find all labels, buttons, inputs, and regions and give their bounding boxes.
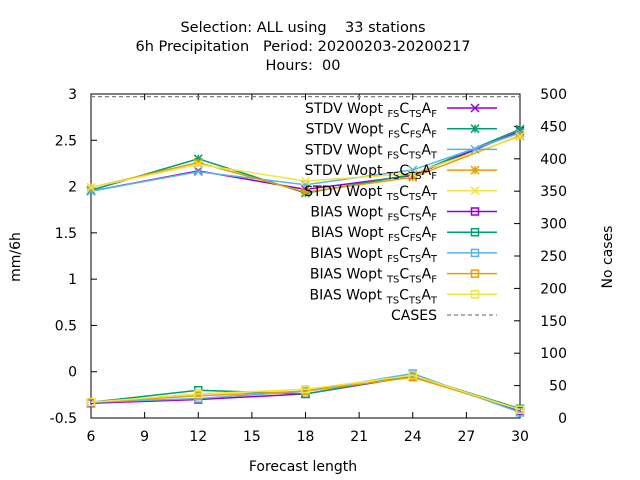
legend-label: BIAS Wopt TSCTSAT xyxy=(310,287,438,306)
x-tick-label: 30 xyxy=(511,429,529,445)
y-axis-label: mm/6h xyxy=(8,232,24,282)
x-tick-label: 24 xyxy=(404,429,422,445)
y-tick-label: 0.5 xyxy=(55,318,77,334)
x-tick-label: 9 xyxy=(140,429,149,445)
x-tick-label: 12 xyxy=(189,429,207,445)
legend-item-5: STDV Wopt TSCTSAT xyxy=(304,184,497,203)
legend-label: STDV Wopt FSCFSAF xyxy=(306,122,438,141)
legend-marker xyxy=(470,290,480,299)
data-point xyxy=(301,385,310,394)
legend-marker xyxy=(470,207,480,216)
series-line xyxy=(90,376,521,411)
legend-label: BIAS Wopt FSCTSAF xyxy=(310,205,437,224)
legend-label: STDV Wopt TSCTSAF xyxy=(305,163,438,182)
data-point xyxy=(408,371,417,380)
y2-tick-label: 200 xyxy=(540,281,567,297)
legend-marker xyxy=(470,227,480,237)
y2-tick-label: 0 xyxy=(558,411,567,427)
legend-label: STDV Wopt FSCTSAT xyxy=(305,142,438,161)
series-10 xyxy=(86,371,525,414)
legend-marker xyxy=(470,124,480,134)
title-line-3: Hours: 00 xyxy=(265,58,340,74)
y2-tick-label: 500 xyxy=(540,87,567,103)
legend-marker xyxy=(470,248,480,258)
data-point xyxy=(86,182,96,193)
legend-item-1: STDV Wopt FSCTSAF xyxy=(305,101,497,120)
y-tick-label: 2.5 xyxy=(55,133,77,149)
y2-tick-label: 350 xyxy=(540,184,567,200)
x-tick-label: 21 xyxy=(350,429,368,445)
y-tick-label: 1 xyxy=(68,272,77,288)
y2-tick-label: 400 xyxy=(540,152,567,168)
legend-marker xyxy=(470,269,480,278)
y2-axis-label: No cases xyxy=(600,226,616,289)
data-point xyxy=(300,187,311,197)
y-tick-label: 1.5 xyxy=(55,226,77,242)
y2-tick-label: 150 xyxy=(540,314,567,330)
data-point xyxy=(86,398,96,407)
legend-item-2: STDV Wopt FSCFSAF xyxy=(306,122,497,141)
y2-tick-label: 100 xyxy=(540,346,567,362)
series-lines xyxy=(86,95,525,417)
legend-label: BIAS Wopt FSCTSAT xyxy=(310,246,438,265)
legend-label: BIAS Wopt TSCTSAF xyxy=(310,267,437,286)
data-point xyxy=(300,176,311,186)
x-axis: 6 9 12 15 18 21 24 27 30 xyxy=(87,94,529,445)
data-point xyxy=(515,132,525,142)
data-point xyxy=(193,159,203,169)
legend-label: BIAS Wopt FSCFSAF xyxy=(311,225,437,244)
y2-axis: 0 50 100 150 200 250 300 350 400 450 500 xyxy=(514,87,567,427)
series-5 xyxy=(86,132,525,193)
legend-marker xyxy=(470,144,480,154)
legend-item-11: CASES xyxy=(391,308,497,324)
y-tick-label: -0.5 xyxy=(50,411,77,427)
data-point xyxy=(300,180,311,190)
data-point xyxy=(194,389,203,399)
data-point xyxy=(408,169,418,179)
legend-label: STDV Wopt TSCTSAT xyxy=(304,184,438,203)
legend-item-7: BIAS Wopt FSCFSAF xyxy=(311,225,497,244)
y-axis: -0.5 0 0.5 1 1.5 2 2.5 3 xyxy=(50,87,97,427)
legend-marker xyxy=(470,186,480,196)
title-line-2: 6h Precipitation Period: 20200203-202002… xyxy=(135,39,470,55)
series-line xyxy=(90,374,521,411)
y2-tick-label: 300 xyxy=(540,217,567,233)
chart-title: Selection: ALL using 33 stations 6h Preci… xyxy=(135,20,470,74)
y2-tick-label: 250 xyxy=(540,249,567,265)
legend-item-9: BIAS Wopt TSCTSAF xyxy=(310,267,497,286)
y2-tick-label: 50 xyxy=(549,379,567,395)
legend-marker xyxy=(470,165,480,175)
data-point xyxy=(515,405,525,414)
y-tick-label: 3 xyxy=(68,87,77,103)
y-tick-label: 0 xyxy=(68,365,77,381)
legend-label: CASES xyxy=(391,308,437,324)
legend-marker xyxy=(470,103,480,113)
legend-item-4: STDV Wopt TSCTSAF xyxy=(305,163,497,182)
y-tick-label: 2 xyxy=(68,180,77,196)
title-line-1: Selection: ALL using 33 stations xyxy=(180,20,425,36)
x-tick-label: 27 xyxy=(457,429,475,445)
legend-item-10: BIAS Wopt TSCTSAT xyxy=(310,287,497,306)
x-tick-label: 18 xyxy=(297,429,315,445)
legend-item-3: STDV Wopt FSCTSAT xyxy=(305,142,497,161)
data-point xyxy=(193,167,203,177)
legend-label: STDV Wopt FSCTSAF xyxy=(305,101,437,120)
y2-tick-label: 450 xyxy=(540,119,567,135)
legend-item-8: BIAS Wopt FSCTSAT xyxy=(310,246,497,265)
x-tick-label: 15 xyxy=(243,429,261,445)
legend-item-6: BIAS Wopt FSCTSAF xyxy=(310,205,497,224)
x-axis-label: Forecast length xyxy=(249,459,357,475)
x-tick-label: 6 xyxy=(87,429,96,445)
